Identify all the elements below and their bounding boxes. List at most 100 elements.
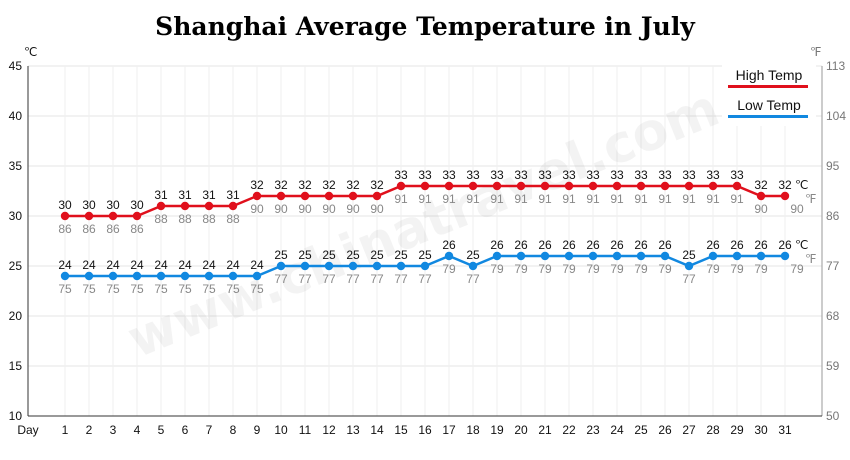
data-point: [684, 181, 694, 191]
x-tick-label: 9: [254, 423, 261, 437]
data-point: [468, 261, 478, 271]
data-label-celsius: 24: [250, 258, 264, 272]
end-unit-fahrenheit: ℉: [805, 252, 816, 266]
data-point: [492, 181, 502, 191]
data-point: [780, 251, 790, 261]
data-point: [132, 211, 142, 221]
data-label-celsius: 25: [394, 248, 408, 262]
data-point: [348, 261, 358, 271]
data-point: [108, 271, 118, 281]
x-tick-label: 26: [658, 423, 672, 437]
data-label-celsius: 26: [730, 238, 744, 252]
data-point: [636, 251, 646, 261]
data-label-fahrenheit: 77: [418, 272, 432, 286]
data-label-fahrenheit: 91: [418, 192, 432, 206]
data-label-fahrenheit: 91: [730, 192, 744, 206]
data-point: [684, 261, 694, 271]
data-point: [84, 211, 94, 221]
data-label-fahrenheit: 90: [346, 202, 360, 216]
x-tick-label: 27: [682, 423, 696, 437]
data-point: [300, 261, 310, 271]
data-label-celsius: 25: [466, 248, 480, 262]
data-point: [756, 191, 766, 201]
x-tick-label: 13: [346, 423, 360, 437]
y-right-tick-label: 86: [826, 209, 840, 223]
data-label-celsius: 33: [394, 168, 408, 182]
data-label-fahrenheit: 75: [202, 282, 216, 296]
data-label-celsius: 33: [466, 168, 480, 182]
y-right-unit-label: ℉: [810, 45, 821, 59]
y-left-tick-label: 40: [9, 109, 23, 123]
data-label-fahrenheit: 77: [274, 272, 288, 286]
data-label-fahrenheit: 91: [538, 192, 552, 206]
data-label-fahrenheit: 90: [274, 202, 288, 216]
data-label-fahrenheit: 75: [82, 282, 96, 296]
x-tick-label: 6: [182, 423, 189, 437]
data-point: [420, 181, 430, 191]
grid: [28, 65, 822, 417]
data-label-celsius: 32: [274, 178, 288, 192]
data-label-fahrenheit: 91: [610, 192, 624, 206]
y-left-tick-label: 25: [9, 259, 23, 273]
data-label-celsius: 33: [730, 168, 744, 182]
end-unit-celsius: ℃: [795, 178, 808, 192]
data-label-fahrenheit: 91: [490, 192, 504, 206]
data-point: [324, 261, 334, 271]
data-label-celsius: 32: [298, 178, 312, 192]
data-point: [108, 211, 118, 221]
data-label-fahrenheit: 91: [442, 192, 456, 206]
data-label-fahrenheit: 90: [754, 202, 768, 216]
data-point: [588, 181, 598, 191]
data-point: [396, 261, 406, 271]
data-label-celsius: 33: [442, 168, 456, 182]
data-label-celsius: 31: [178, 188, 192, 202]
data-point: [444, 251, 454, 261]
data-label-celsius: 25: [370, 248, 384, 262]
x-tick-label: 19: [490, 423, 504, 437]
y-left-tick-label: 30: [9, 209, 23, 223]
data-point: [276, 191, 286, 201]
data-point: [636, 181, 646, 191]
x-tick-label: 4: [134, 423, 141, 437]
data-label-celsius: 25: [682, 248, 696, 262]
data-label-celsius: 30: [82, 198, 96, 212]
data-label-fahrenheit: 77: [298, 272, 312, 286]
x-tick-label: 23: [586, 423, 600, 437]
data-point: [156, 201, 166, 211]
data-label-celsius: 26: [754, 238, 768, 252]
data-point: [372, 261, 382, 271]
data-label-celsius: 32: [370, 178, 384, 192]
data-label-celsius: 25: [274, 248, 288, 262]
data-label-celsius: 25: [298, 248, 312, 262]
chart-title: Shanghai Average Temperature in July: [155, 12, 695, 41]
data-point: [732, 181, 742, 191]
x-tick-label: 8: [230, 423, 237, 437]
data-point: [156, 271, 166, 281]
data-label-celsius: 24: [58, 258, 72, 272]
data-point: [276, 261, 286, 271]
data-label-fahrenheit: 90: [322, 202, 336, 216]
data-label-fahrenheit: 77: [682, 272, 696, 286]
data-label-fahrenheit: 75: [226, 282, 240, 296]
data-label-fahrenheit: 77: [466, 272, 480, 286]
data-point: [180, 201, 190, 211]
data-label-celsius: 33: [706, 168, 720, 182]
data-label-celsius: 24: [178, 258, 192, 272]
x-tick-label: 11: [299, 423, 312, 437]
y-right-tick-label: 95: [826, 159, 840, 173]
data-label-fahrenheit: 79: [586, 262, 600, 276]
data-point: [396, 181, 406, 191]
x-tick-label: 28: [706, 423, 720, 437]
data-label-fahrenheit: 91: [562, 192, 576, 206]
data-label-fahrenheit: 79: [634, 262, 648, 276]
data-label-celsius: 30: [106, 198, 120, 212]
data-label-fahrenheit: 88: [202, 212, 216, 226]
x-tick-label: 3: [110, 423, 117, 437]
data-label-fahrenheit: 77: [322, 272, 336, 286]
legend-swatch: [728, 115, 808, 118]
x-tick-label: 17: [442, 423, 456, 437]
data-point: [780, 191, 790, 201]
data-label-fahrenheit: 86: [58, 222, 72, 236]
data-point: [84, 271, 94, 281]
